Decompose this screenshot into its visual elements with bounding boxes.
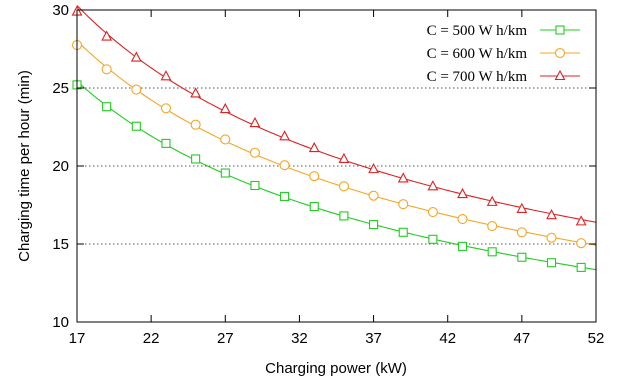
series-2 <box>71 40 597 249</box>
x-tick-label: 17 <box>69 330 86 347</box>
data-point <box>130 51 142 62</box>
x-axis-label: Charging power (kW) <box>265 360 407 377</box>
x-tick-label: 37 <box>365 330 382 347</box>
data-point <box>546 232 557 243</box>
data-point <box>487 247 497 257</box>
y-tick-label: 20 <box>52 158 69 175</box>
grid-layer <box>77 87 596 245</box>
legend-label: C = 600 W h/km <box>427 46 528 62</box>
legend-bg <box>370 64 590 84</box>
data-point <box>101 64 112 75</box>
data-point <box>487 221 498 232</box>
y-tick-label: 30 <box>52 2 69 19</box>
data-point <box>457 213 468 225</box>
data-point <box>308 141 320 153</box>
data-point <box>516 202 528 213</box>
data-point <box>486 195 498 206</box>
data-point <box>338 181 349 192</box>
data-point <box>220 134 231 145</box>
data-point <box>457 187 468 199</box>
data-point <box>339 211 349 221</box>
series-line <box>76 80 597 271</box>
data-point <box>309 202 319 212</box>
series-1 <box>72 80 597 272</box>
y-tick-label: 10 <box>52 314 69 331</box>
data-point <box>575 215 587 226</box>
data-point <box>368 190 379 201</box>
x-tick-label: 47 <box>514 330 531 347</box>
data-point <box>280 191 290 201</box>
data-point <box>220 168 230 178</box>
data-point <box>160 103 172 114</box>
data-point <box>279 160 290 171</box>
data-point <box>161 138 171 148</box>
data-point <box>131 121 141 131</box>
data-point <box>397 172 409 183</box>
data-point <box>219 102 231 114</box>
data-point <box>427 180 439 191</box>
data-point <box>398 227 408 237</box>
y-tick-label: 25 <box>52 80 69 97</box>
data-point <box>190 119 201 130</box>
data-point <box>250 180 260 191</box>
data-point <box>457 241 468 251</box>
data-point <box>368 162 379 174</box>
data-point <box>576 262 586 272</box>
data-point <box>102 102 112 112</box>
x-tick-label: 52 <box>588 330 605 347</box>
data-point <box>516 227 527 238</box>
data-point <box>191 154 201 164</box>
data-point <box>249 116 261 128</box>
x-tick-label: 27 <box>217 330 234 347</box>
data-point <box>131 84 142 95</box>
tick-layer: 10 15 20 25 30 17 22 27 32 37 42 47 52 <box>52 2 604 347</box>
data-point <box>576 238 587 249</box>
x-tick-label: 42 <box>439 330 456 347</box>
legend-bg <box>370 41 590 61</box>
y-tick-label: 15 <box>52 236 69 253</box>
data-point <box>517 252 527 262</box>
data-point <box>249 147 260 158</box>
legend-marker <box>555 25 565 35</box>
data-point <box>546 258 557 268</box>
data-point <box>279 130 291 141</box>
y-axis-label: Charging time per hour (min) <box>16 70 33 262</box>
data-point <box>369 219 379 230</box>
data-point <box>338 152 350 164</box>
series-layer <box>71 5 597 272</box>
legend-bg <box>370 18 590 38</box>
legend-label: C = 500 W h/km <box>427 23 528 39</box>
data-point <box>190 87 202 98</box>
data-point <box>160 70 172 81</box>
x-tick-label: 22 <box>143 330 160 347</box>
series-3 <box>71 5 597 226</box>
data-point <box>428 234 438 244</box>
data-point <box>546 208 557 220</box>
legend-marker <box>554 69 566 81</box>
data-point <box>427 206 438 218</box>
legend: C = 500 W h/km C = 600 W h/km C = 700 W h/… <box>370 18 590 85</box>
legend-marker <box>554 47 566 59</box>
legend-label: C = 700 W h/km <box>427 69 528 85</box>
data-point <box>398 199 409 210</box>
x-tick-label: 32 <box>291 330 308 347</box>
data-point <box>309 171 320 182</box>
data-point <box>101 30 113 41</box>
